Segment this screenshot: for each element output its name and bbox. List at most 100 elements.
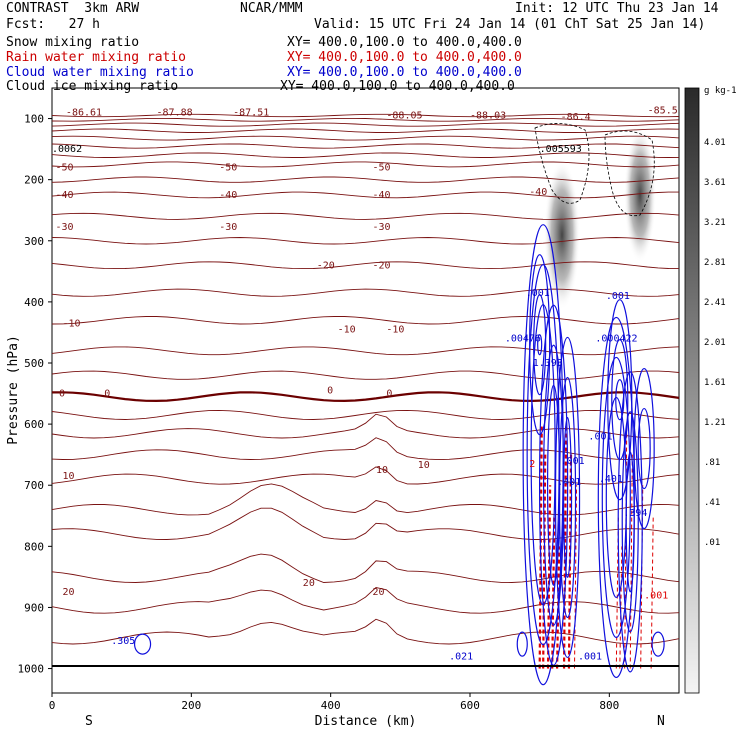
temperature_contour_labels-label: -40 <box>219 190 237 201</box>
temperature_contour_labels-label: -50 <box>372 163 390 174</box>
minimum_labels-label: -87.51 <box>233 108 269 119</box>
cloud-ice-contour <box>604 130 655 217</box>
contour-labels: -50 -50 -50 -40 -40 -40 -40 -30 -30 -30 -20 -20 -10 -… <box>52 106 678 663</box>
center-label: NCAR/MMM <box>240 1 303 16</box>
cloud_water_labels-label: .401 <box>599 474 623 485</box>
colorbar-tick-label: 1.21 <box>704 418 726 428</box>
temperature-contour <box>52 212 679 220</box>
colorbar-tick-label: 3.61 <box>704 178 726 188</box>
rain-contour <box>551 515 556 669</box>
y-tick-label: 1000 <box>18 663 45 676</box>
temperature_contour_labels-label: -30 <box>372 222 390 233</box>
temperature-contour <box>52 483 679 516</box>
minimum_labels-label: -87.88 <box>157 108 193 119</box>
minimum_labels-label: -85.5 <box>648 106 678 117</box>
colorbar-tick-label: 1.61 <box>704 378 726 388</box>
cloud-water-contour <box>637 407 651 490</box>
temperature-contour <box>52 237 679 245</box>
cloud-water-contour <box>133 633 152 655</box>
rain_labels-label: 2 <box>529 459 535 470</box>
colorbar-tick-label: 2.41 <box>704 298 726 308</box>
legend-rain-xy: XY= 400.0,100.0 to 400.0,400.0 <box>287 50 522 65</box>
y-tick-label: 700 <box>24 479 44 492</box>
cloud-water-contour <box>529 254 551 436</box>
y-tick-label: 100 <box>24 113 44 126</box>
cloud-water-contour <box>621 411 639 633</box>
temperature-contour <box>52 466 679 485</box>
y-tick-label: 300 <box>24 235 44 248</box>
valid-label: Valid: 15 UTC Fri 24 Jan 14 (01 ChT Sat … <box>314 17 706 32</box>
legend-cloud-label: Cloud water mixing ratio <box>6 65 194 80</box>
temperature_contour_labels-label: 10 <box>418 460 430 471</box>
colorbar-tick-label: .81 <box>704 458 720 468</box>
temperature_contour_labels-label: -10 <box>386 324 404 335</box>
temperature-contour <box>52 152 679 158</box>
temperature-contour <box>52 176 679 183</box>
rain-contour <box>650 515 654 669</box>
temperature-contour <box>52 161 679 168</box>
cloud-water-contour <box>533 294 547 396</box>
cloud-water-contour <box>611 339 629 461</box>
temperature_contour_labels-label: -50 <box>219 163 237 174</box>
cloud_water_labels-label: .394 <box>623 508 647 519</box>
rain_labels-label: .001 <box>644 590 668 601</box>
temperature-contour <box>52 346 679 356</box>
colorbar-tick-label: 3.21 <box>704 218 726 228</box>
cloud_water_labels-label: .00476 <box>505 334 541 345</box>
x-tick-label: 800 <box>599 699 619 712</box>
legend-cloud-xy: XY= 400.0,100.0 to 400.0,400.0 <box>287 65 522 80</box>
legend-snow-xy: XY= 400.0,100.0 to 400.0,400.0 <box>287 35 522 50</box>
colorbar-unit: g kg-1 <box>704 86 737 96</box>
temperature-contour <box>52 113 679 118</box>
colorbar-tick-label: 4.01 <box>704 138 726 148</box>
x-tick-label: 400 <box>321 699 341 712</box>
colorbar-tick-label: .01 <box>704 538 720 548</box>
temperature-contour <box>52 618 679 645</box>
temperature-contour <box>52 587 679 614</box>
temperature_contour_labels-label: -40 <box>372 190 390 201</box>
cloud-water-contour <box>633 367 655 530</box>
rain-contour <box>542 454 547 669</box>
fcst-label: Fcst: 27 h <box>6 17 100 32</box>
temperature-contour <box>52 191 679 199</box>
rain-contour <box>624 424 628 669</box>
temperature_contour_labels-label: -20 <box>317 260 335 271</box>
y-tick-label: 900 <box>24 601 44 614</box>
temperature_contour_labels-label: 0 <box>104 389 110 400</box>
y-tick-label: 600 <box>24 418 44 431</box>
temperature_contour_labels-label: -40 <box>529 187 547 198</box>
cloud_water_labels-label: .021 <box>449 651 473 662</box>
temperature_contour_labels-label: 20 <box>372 587 384 598</box>
x-axis-title: Distance (km) <box>315 714 417 729</box>
legend-rain-label: Rain water mixing ratio <box>6 50 187 65</box>
legend-ice-xy: XY= 400.0,100.0 to 400.0,400.0 <box>280 79 515 94</box>
cloud_water_labels-label: .401 <box>557 477 581 488</box>
cloud_water_labels-label: .305 <box>111 636 135 647</box>
rain-contour <box>546 485 552 669</box>
cloud_water_labels-label: .001 <box>588 431 612 442</box>
rain-contour <box>562 424 568 669</box>
temperature_contour_labels-label: 20 <box>303 578 315 589</box>
cloud-water-contour <box>601 356 631 639</box>
snow-shade-2 <box>624 127 656 263</box>
cloud_water_labels-label: .001 <box>578 651 602 662</box>
temperature-contour <box>52 391 679 403</box>
minimum_labels-label: -88.03 <box>470 111 506 122</box>
temperature_contour_labels-label: -50 <box>55 163 73 174</box>
temperature-contours <box>52 113 679 645</box>
model-label: CONTRAST 3km ARW <box>6 1 140 16</box>
y-tick-label: 200 <box>24 174 44 187</box>
temperature_contour_labels-label: -40 <box>55 190 73 201</box>
x-end-label-north: N <box>657 714 665 729</box>
cloud_water_labels-label: .001 <box>606 291 630 302</box>
cloud-water-contour <box>562 416 573 579</box>
temperature_contour_labels-label: -20 <box>372 260 390 271</box>
temperature_contour_labels-label: -10 <box>62 318 80 329</box>
rain-contour <box>574 485 578 669</box>
temperature-contour <box>52 143 679 149</box>
colorbar-ticks: 4.01 3.61 3.21 2.81 2.41 2.01 1.61 1.21 .81 .41 .0… <box>704 138 726 548</box>
legend-ice-label: Cloud ice mixing ratio <box>6 79 179 94</box>
temperature-contour <box>52 409 679 420</box>
temperature-contour <box>52 370 679 380</box>
